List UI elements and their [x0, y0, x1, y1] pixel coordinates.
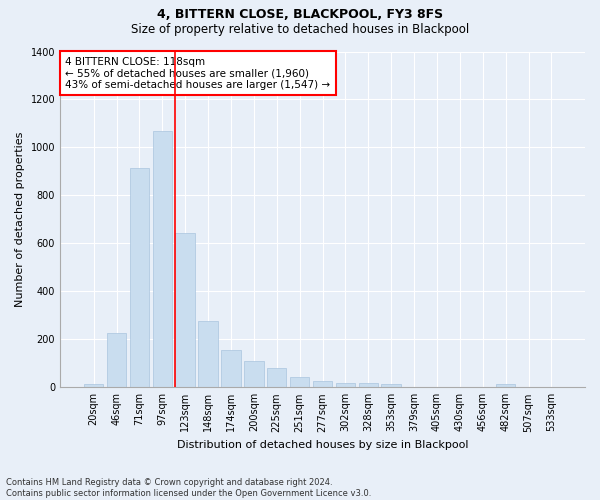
Bar — [199, 322, 218, 388]
Bar — [175, 232, 195, 388]
Bar — [221, 350, 241, 388]
X-axis label: Distribution of detached houses by size in Blackpool: Distribution of detached houses by size … — [177, 440, 468, 450]
Text: Size of property relative to detached houses in Blackpool: Size of property relative to detached ho… — [131, 22, 469, 36]
Text: 4, BITTERN CLOSE, BLACKPOOL, FY3 8FS: 4, BITTERN CLOSE, BLACKPOOL, FY3 8FS — [157, 8, 443, 20]
Bar — [84, 384, 103, 388]
Bar — [335, 382, 355, 388]
Bar — [130, 168, 149, 388]
Bar — [244, 361, 263, 388]
Bar — [267, 368, 286, 388]
Bar — [290, 376, 310, 388]
Y-axis label: Number of detached properties: Number of detached properties — [15, 132, 25, 307]
Bar — [313, 382, 332, 388]
Bar — [496, 384, 515, 388]
Bar — [382, 384, 401, 388]
Text: Contains HM Land Registry data © Crown copyright and database right 2024.
Contai: Contains HM Land Registry data © Crown c… — [6, 478, 371, 498]
Bar — [359, 383, 378, 388]
Bar — [107, 334, 126, 388]
Text: 4 BITTERN CLOSE: 118sqm
← 55% of detached houses are smaller (1,960)
43% of semi: 4 BITTERN CLOSE: 118sqm ← 55% of detache… — [65, 56, 331, 90]
Bar — [152, 130, 172, 388]
